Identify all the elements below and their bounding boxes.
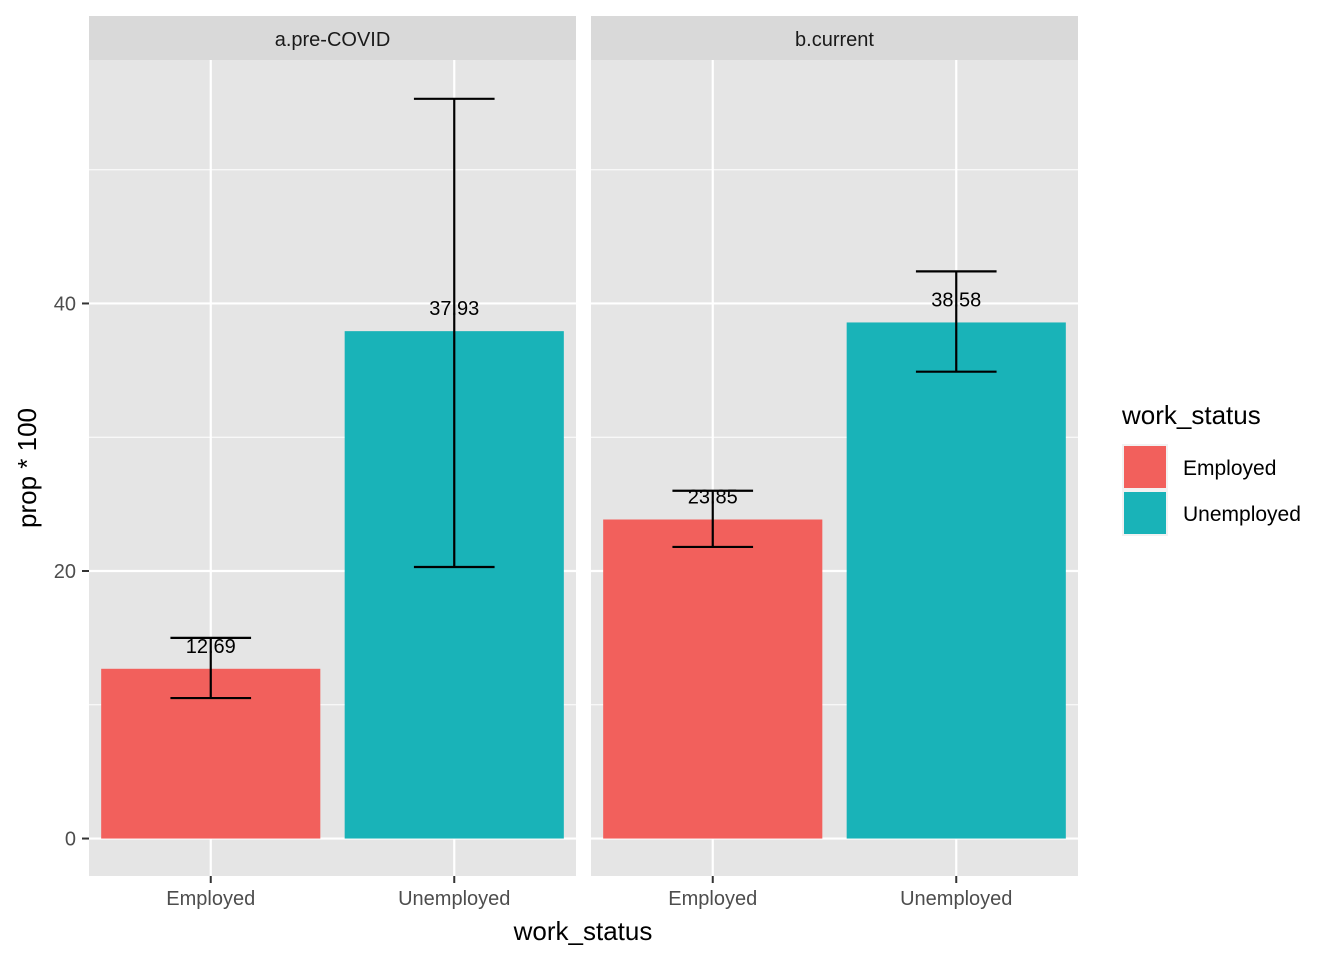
- legend-label: Employed: [1183, 457, 1276, 480]
- data-label: 38.58: [931, 289, 981, 311]
- data-label: 23.85: [688, 487, 738, 509]
- facet-strip-label: b.current: [795, 29, 874, 51]
- x-axis-title: work_status: [513, 916, 653, 946]
- bar-unemployed: [846, 322, 1066, 839]
- facet-strip: [591, 16, 1078, 60]
- bar-employed: [603, 519, 823, 839]
- y-axis-title: prop * 100: [12, 408, 42, 528]
- y-axis: 0 20 40: [54, 293, 89, 851]
- data-label: 37.93: [429, 298, 479, 320]
- chart-panels: a.pre-COVID12.69Employed37.93Unemployedb…: [89, 16, 1078, 910]
- error-bar: [170, 636, 252, 700]
- x-tick-label: Employed: [668, 888, 757, 910]
- y-tick-label: 20: [54, 561, 76, 583]
- facet-strip: [89, 16, 576, 60]
- legend: work_status Employed Unemployed: [1121, 400, 1301, 536]
- data-label: 12.69: [186, 636, 236, 658]
- legend-swatch-employed: [1124, 446, 1166, 488]
- legend-label: Unemployed: [1183, 503, 1301, 526]
- panel-1: a.pre-COVID 12.69 Employed 37.93 Unemployed: [89, 16, 576, 910]
- legend-swatch-unemployed: [1124, 492, 1166, 534]
- y-tick-label: 0: [65, 829, 76, 851]
- x-tick-label: Unemployed: [398, 888, 510, 910]
- x-tick-label: Unemployed: [900, 888, 1012, 910]
- legend-title: work_status: [1121, 400, 1261, 430]
- error-bar: [413, 97, 495, 569]
- y-tick-label: 40: [54, 293, 76, 315]
- x-tick-label: Employed: [166, 888, 255, 910]
- facet-strip-label: a.pre-COVID: [275, 29, 391, 51]
- panel-2: b.current 23.85 Employed 38.58 Unemployed: [591, 16, 1078, 910]
- error-bar: [672, 489, 754, 549]
- error-bar: [915, 270, 997, 373]
